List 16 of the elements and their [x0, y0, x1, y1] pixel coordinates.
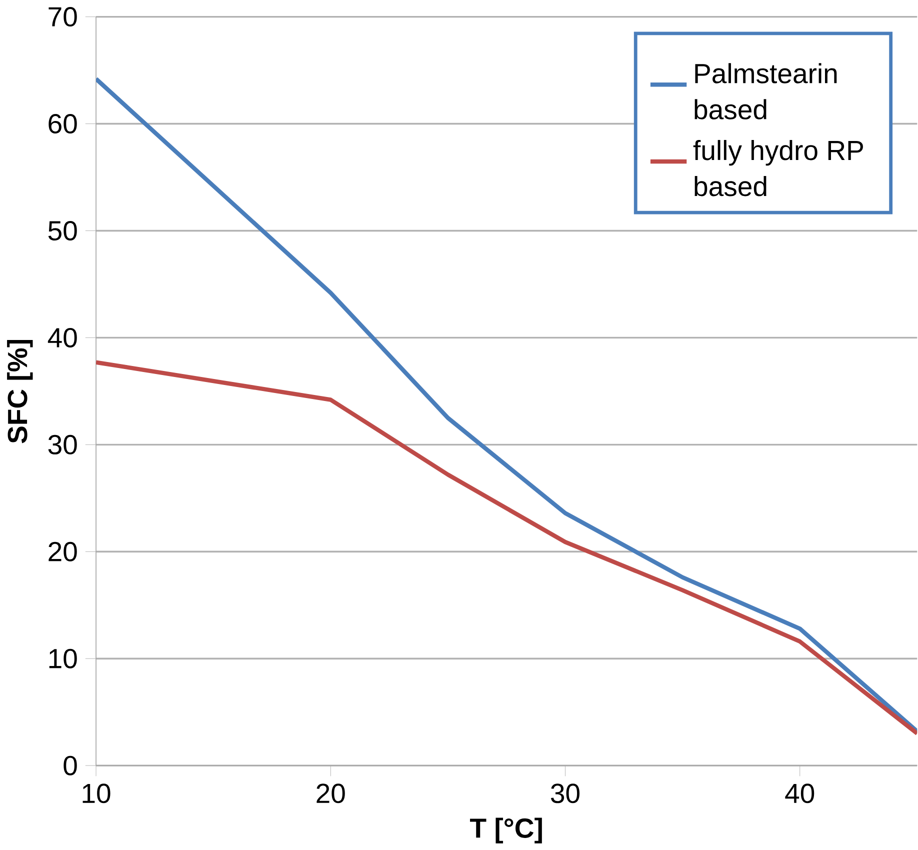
- legend-label: fully hydro RP based: [693, 140, 863, 196]
- y-tick-label: 50: [48, 220, 77, 240]
- x-tick-label: 20: [316, 783, 345, 803]
- y-axis-title: SFC [%]: [7, 340, 33, 443]
- x-tick-label: 40: [785, 783, 814, 803]
- x-tick-label: 10: [82, 783, 110, 803]
- y-tick-label: 20: [48, 542, 77, 562]
- x-axis-title: T [°C]: [470, 817, 542, 844]
- y-tick-label: 40: [48, 328, 77, 348]
- y-tick-label: 70: [48, 6, 77, 26]
- y-tick-label: 60: [48, 114, 77, 134]
- line-series: [96, 360, 918, 736]
- y-tick-label: 0: [64, 756, 77, 776]
- y-tick-label: 10: [49, 648, 77, 668]
- y-tick-label: 30: [48, 434, 77, 454]
- x-tick-label: 30: [550, 783, 580, 803]
